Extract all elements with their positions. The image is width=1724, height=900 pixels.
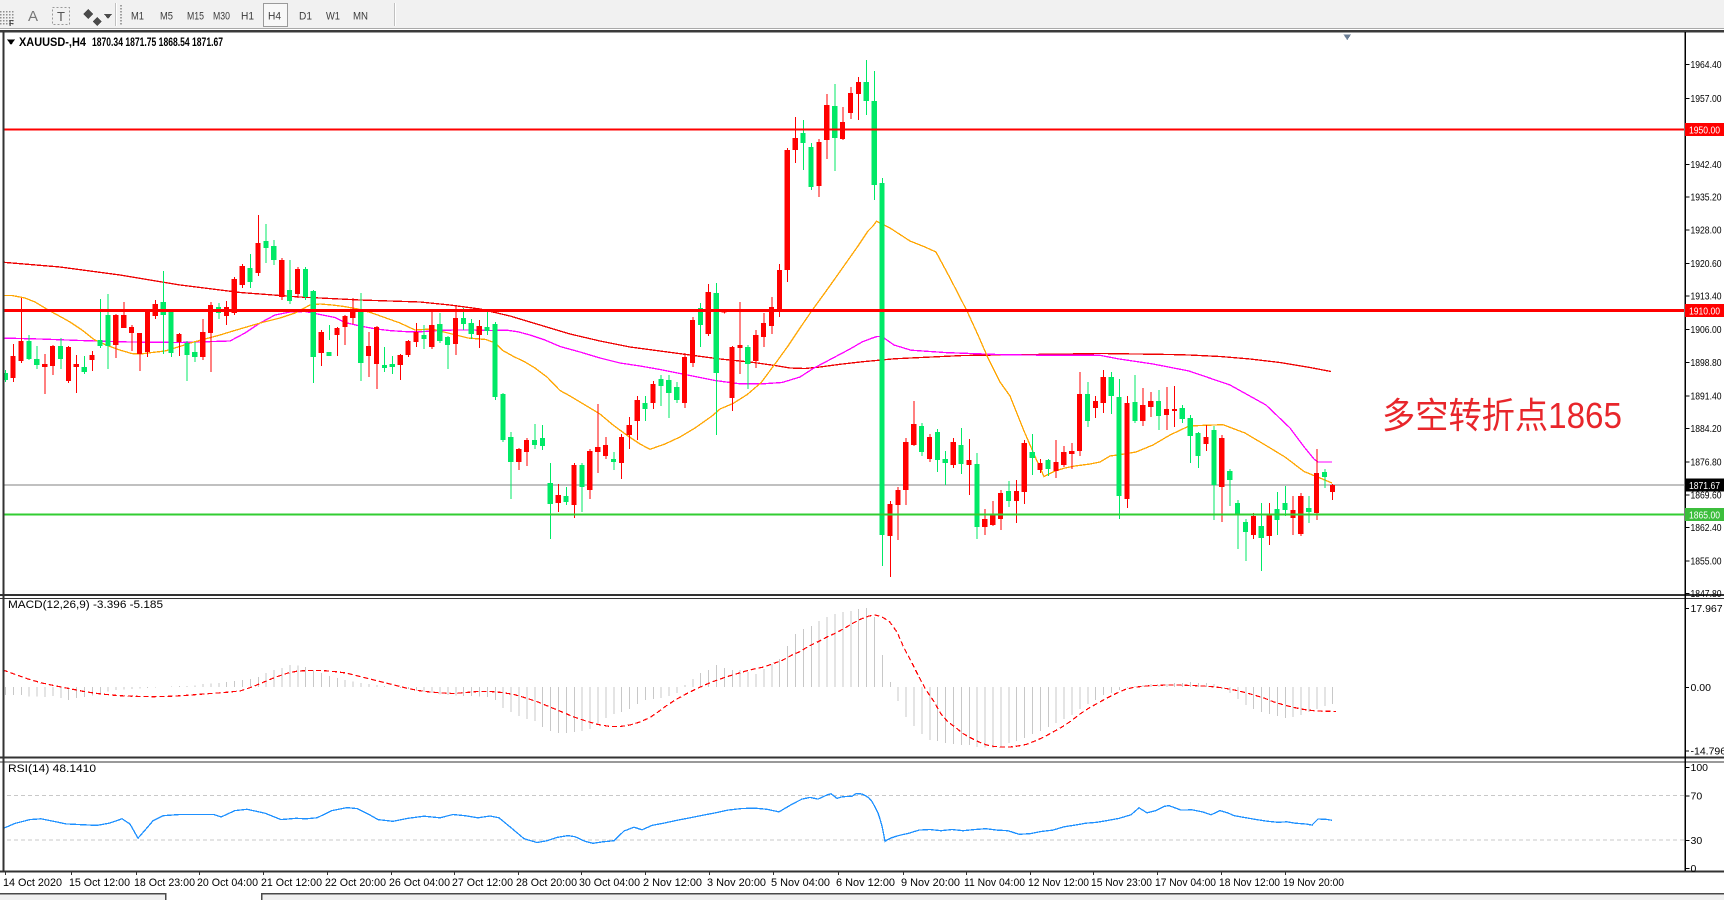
svg-text:1870.34 1871.75 1868.54 1871.6: 1870.34 1871.75 1868.54 1871.67 (92, 37, 223, 49)
svg-text:11 Nov 04:00: 11 Nov 04:00 (964, 877, 1025, 889)
svg-text:1935.20: 1935.20 (1691, 192, 1722, 204)
svg-text:20 Oct 04:00: 20 Oct 04:00 (197, 877, 258, 889)
svg-text:27 Oct 12:00: 27 Oct 12:00 (452, 877, 513, 889)
svg-text:W1: W1 (326, 11, 340, 23)
svg-text:1942.40: 1942.40 (1691, 159, 1722, 171)
svg-text:1928.00: 1928.00 (1691, 224, 1722, 236)
svg-text:1862.40: 1862.40 (1691, 522, 1722, 534)
svg-text:28 Oct 20:00: 28 Oct 20:00 (516, 877, 577, 889)
svg-text:21 Oct 12:00: 21 Oct 12:00 (261, 877, 322, 889)
svg-text:1910.00: 1910.00 (1689, 306, 1720, 318)
svg-text:H4: H4 (268, 11, 281, 23)
svg-text:M5: M5 (160, 11, 173, 23)
svg-text:1906.00: 1906.00 (1691, 324, 1722, 336)
svg-text:1898.80: 1898.80 (1691, 357, 1722, 369)
svg-text:F: F (9, 19, 14, 28)
svg-text:18 Nov 12:00: 18 Nov 12:00 (1219, 877, 1280, 889)
svg-text:19 Nov 20:00: 19 Nov 20:00 (1283, 877, 1344, 889)
svg-text:17.967: 17.967 (1691, 603, 1723, 615)
svg-text:70: 70 (1691, 791, 1703, 803)
svg-text:22 Oct 20:00: 22 Oct 20:00 (325, 877, 386, 889)
svg-text:1884.20: 1884.20 (1691, 423, 1722, 435)
svg-text:1855.00: 1855.00 (1691, 556, 1722, 568)
svg-text:多空转折点1865: 多空转折点1865 (1382, 395, 1622, 436)
svg-text:T: T (57, 9, 65, 24)
svg-text:1865.00: 1865.00 (1689, 510, 1720, 522)
svg-text:1920.60: 1920.60 (1691, 258, 1722, 270)
svg-text:1891.40: 1891.40 (1691, 390, 1722, 402)
svg-text:A: A (28, 8, 38, 25)
svg-text:XAUUSD-,H4: XAUUSD-,H4 (19, 37, 87, 49)
svg-text:6 Nov 12:00: 6 Nov 12:00 (836, 877, 895, 889)
svg-text:D1: D1 (299, 11, 312, 23)
svg-text:1871.67: 1871.67 (1689, 480, 1720, 492)
svg-text:MACD(12,26,9) -3.396 -5.185: MACD(12,26,9) -3.396 -5.185 (8, 599, 163, 611)
svg-text:M15: M15 (187, 11, 204, 23)
svg-text:12 Nov 12:00: 12 Nov 12:00 (1028, 877, 1089, 889)
svg-text:1847.80: 1847.80 (1691, 588, 1722, 600)
svg-text:1964.40: 1964.40 (1691, 59, 1722, 71)
svg-text:RSI(14) 48.1410: RSI(14) 48.1410 (8, 763, 96, 775)
svg-text:9 Nov 20:00: 9 Nov 20:00 (901, 877, 960, 889)
svg-text:M30: M30 (213, 11, 230, 23)
svg-text:30 Oct 04:00: 30 Oct 04:00 (579, 877, 640, 889)
svg-text:15 Oct 12:00: 15 Oct 12:00 (69, 877, 130, 889)
svg-text:26 Oct 04:00: 26 Oct 04:00 (389, 877, 450, 889)
svg-text:0.00: 0.00 (1691, 682, 1712, 694)
svg-text:5 Nov 04:00: 5 Nov 04:00 (771, 877, 830, 889)
svg-text:H1: H1 (241, 11, 254, 23)
svg-text:0: 0 (1691, 863, 1697, 875)
svg-text:1913.40: 1913.40 (1691, 291, 1722, 303)
svg-text:30: 30 (1691, 835, 1703, 847)
svg-text:1957.00: 1957.00 (1691, 93, 1722, 105)
svg-text:17 Nov 04:00: 17 Nov 04:00 (1155, 877, 1216, 889)
svg-text:2 Nov 12:00: 2 Nov 12:00 (643, 877, 702, 889)
svg-text:1950.00: 1950.00 (1689, 125, 1720, 137)
svg-text:1869.60: 1869.60 (1691, 489, 1722, 501)
svg-text:15 Nov 23:00: 15 Nov 23:00 (1091, 877, 1152, 889)
svg-text:100: 100 (1691, 762, 1709, 774)
svg-text:-14.796: -14.796 (1691, 746, 1724, 758)
svg-text:MN: MN (353, 11, 368, 23)
svg-text:14 Oct 2020: 14 Oct 2020 (3, 877, 62, 889)
svg-text:M1: M1 (131, 11, 144, 23)
svg-text:3 Nov 20:00: 3 Nov 20:00 (707, 877, 766, 889)
svg-text:18 Oct 23:00: 18 Oct 23:00 (134, 877, 195, 889)
svg-text:1876.80: 1876.80 (1691, 457, 1722, 469)
